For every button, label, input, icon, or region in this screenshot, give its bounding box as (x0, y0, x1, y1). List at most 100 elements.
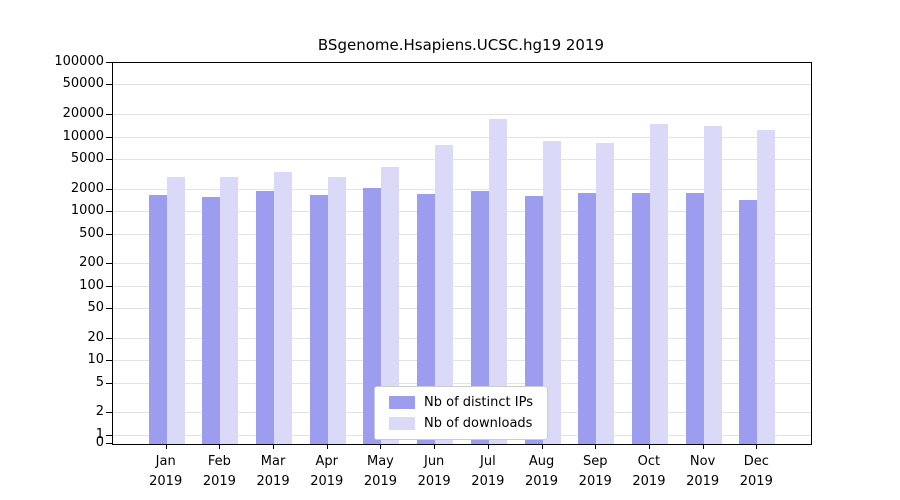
legend-swatch-distinct-ips (389, 396, 416, 409)
bar-distinct-ips-jun (417, 194, 436, 444)
bar-downloads-aug (542, 140, 561, 444)
gridline (113, 84, 811, 86)
x-tick-label-aug: Aug 2019 (524, 454, 559, 490)
x-tick-mark (541, 444, 543, 449)
y-tick-label: 1 (95, 426, 104, 442)
y-tick-label: 0 (95, 435, 104, 450)
plot-area (112, 62, 812, 445)
y-tick-mark (106, 337, 112, 339)
y-tick-label: 200 (79, 255, 104, 271)
bar-downloads-feb (220, 176, 239, 444)
y-tick-label: 50000 (62, 76, 104, 92)
y-tick-label: 20 (87, 329, 104, 345)
bar-downloads-jun (435, 144, 454, 444)
x-tick-mark (487, 444, 489, 449)
gridline (113, 136, 811, 138)
gridline (113, 308, 811, 310)
y-tick-mark (106, 62, 112, 63)
bar-downloads-jul (488, 118, 507, 444)
x-tick-label-mar: Mar 2019 (256, 454, 290, 490)
y-tick-label: 500 (79, 225, 104, 241)
y-tick-mark (106, 434, 112, 436)
y-tick-label: 100000 (54, 54, 104, 69)
y-tick-label: 10 (87, 352, 104, 368)
legend-swatch-downloads (389, 417, 416, 430)
x-tick-label-jul: Jul 2019 (471, 454, 505, 490)
y-tick-mark (106, 136, 112, 138)
y-tick-mark (106, 412, 112, 414)
y-tick-label: 20000 (62, 106, 104, 122)
x-tick-label-sep: Sep 2019 (578, 454, 612, 490)
x-tick-label-jan: Jan 2019 (149, 454, 183, 490)
bar-distinct-ips-jul (470, 190, 489, 444)
bar-distinct-ips-mar (256, 191, 275, 444)
gridline (113, 211, 811, 213)
gridline (113, 285, 811, 287)
y-tick-label: 2 (95, 404, 104, 420)
gridline (113, 337, 811, 339)
y-tick-mark (106, 84, 112, 86)
x-tick-mark (595, 444, 597, 449)
legend-label-distinct-ips: Nb of distinct IPs (424, 395, 533, 410)
x-tick-label-feb: Feb 2019 (202, 454, 236, 490)
bar-distinct-ips-oct (631, 193, 650, 444)
y-tick-label: 5 (95, 374, 104, 390)
x-tick-mark (326, 444, 328, 449)
bar-downloads-mar (274, 171, 293, 444)
gridline (113, 360, 811, 362)
x-tick-mark (219, 444, 221, 449)
legend-item-distinct-ips: Nb of distinct IPs (389, 395, 533, 410)
y-tick-mark (106, 382, 112, 384)
y-tick-label: 1000 (70, 203, 104, 219)
y-tick-mark (106, 211, 112, 213)
bar-distinct-ips-jan (148, 194, 167, 444)
legend-label-downloads: Nb of downloads (424, 416, 533, 431)
y-tick-mark (106, 263, 112, 265)
y-tick-mark (106, 308, 112, 310)
y-tick-mark (106, 233, 112, 235)
x-tick-label-jun: Jun 2019 (417, 454, 451, 490)
bar-downloads-oct (649, 124, 668, 444)
y-axis-labels: 0 1 2 5 10 20 50 100 200 500 1000 2000 5000 10000 2000… (0, 0, 104, 500)
x-tick-mark (165, 444, 167, 449)
x-tick-label-may: May 2019 (363, 454, 397, 490)
y-tick-mark (106, 114, 112, 116)
x-tick-label-dec: Dec 2019 (739, 454, 773, 490)
bar-distinct-ips-nov (685, 193, 704, 444)
x-tick-label-apr: Apr 2019 (310, 454, 344, 490)
y-tick-label: 100 (79, 277, 104, 293)
bar-downloads-nov (703, 125, 722, 444)
y-tick-mark (106, 188, 112, 190)
y-tick-mark (106, 159, 112, 160)
x-tick-mark (273, 444, 275, 449)
gridline (113, 233, 811, 235)
x-tick-mark (434, 444, 436, 449)
chart-title: BSgenome.Hsapiens.UCSC.hg19 2019 (317, 36, 605, 54)
bar-downloads-may (381, 167, 400, 444)
x-tick-mark (702, 444, 704, 449)
x-tick-mark (756, 444, 758, 449)
y-tick-mark (106, 285, 112, 287)
y-tick-label: 10000 (62, 128, 104, 144)
bar-downloads-dec (757, 130, 776, 444)
bar-distinct-ips-may (363, 188, 382, 444)
y-tick-mark (106, 443, 112, 444)
gridline (113, 114, 811, 116)
x-tick-mark (380, 444, 382, 449)
bar-distinct-ips-apr (309, 194, 328, 444)
gridline (113, 188, 811, 190)
y-tick-mark (106, 360, 112, 362)
x-tick-label-nov: Nov 2019 (686, 454, 720, 490)
bar-downloads-jan (166, 176, 185, 444)
gridline (113, 382, 811, 384)
x-tick-label-oct: Oct 2019 (632, 454, 666, 490)
legend: Nb of distinct IPs Nb of downloads (374, 386, 548, 440)
bar-distinct-ips-dec (739, 200, 758, 444)
bar-distinct-ips-aug (524, 195, 543, 444)
y-tick-label: 50 (87, 300, 104, 316)
bar-downloads-sep (596, 142, 615, 444)
bar-distinct-ips-sep (578, 193, 597, 444)
gridline (113, 159, 811, 161)
legend-item-downloads: Nb of downloads (389, 416, 533, 431)
